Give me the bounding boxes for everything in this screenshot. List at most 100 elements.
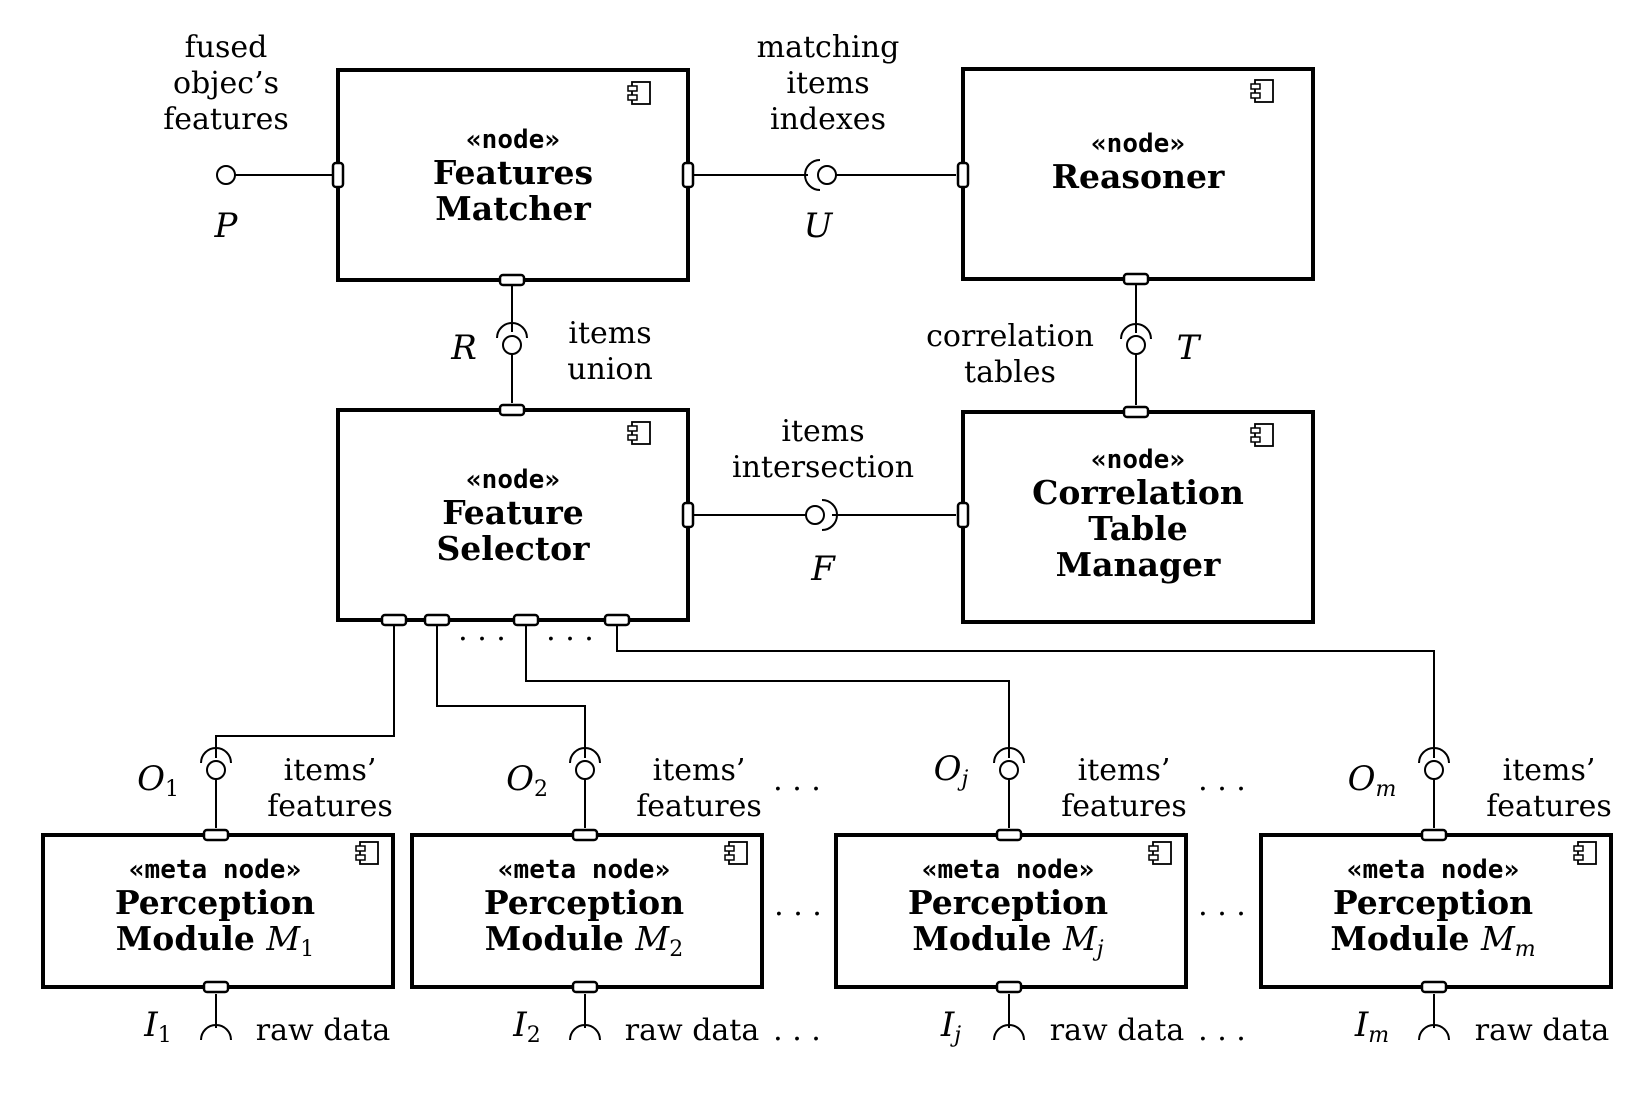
o2-label-1: items’: [653, 753, 746, 788]
port-selector-bottom-m: [603, 613, 631, 627]
interface-r-socket: [496, 322, 528, 339]
wire-o2: [436, 624, 586, 758]
node-feature-selector[interactable]: «node» Feature Selector: [336, 408, 690, 622]
o1-label-1: items’: [284, 753, 377, 788]
interface-f-socket: [821, 499, 838, 531]
module-m1-stereotype: «meta node»: [129, 855, 301, 885]
port-ctm-left: [956, 501, 970, 529]
wire-oj: [525, 624, 1010, 758]
wire-o1: [215, 624, 395, 758]
module-mj-name-2: Module Mj: [912, 919, 1103, 962]
features-matcher-stereotype: «node»: [466, 125, 560, 155]
port-mm-bottom: [1420, 980, 1448, 994]
port-selector-top: [498, 403, 526, 417]
component-icon: [355, 841, 379, 865]
port-m2-bottom: [571, 980, 599, 994]
t-label-1: correlation: [926, 319, 1094, 354]
port-ctm-top: [1122, 405, 1150, 419]
f-label-2: intersection: [732, 450, 914, 485]
oj-label-1: items’: [1078, 753, 1171, 788]
u-label-1: matching: [757, 30, 900, 65]
interface-om-ball: [1424, 760, 1444, 780]
component-icon: [724, 841, 748, 865]
node-correlation-table-manager[interactable]: «node» Correlation Table Manager: [961, 410, 1315, 624]
port-reasoner-left: [956, 161, 970, 189]
t-label-2: tables: [964, 355, 1056, 390]
feature-selector-name-2: Selector: [436, 529, 590, 568]
interface-i1-socket: [200, 1024, 232, 1041]
component-icon: [1573, 841, 1597, 865]
interface-r-ball: [502, 335, 522, 355]
module-m2[interactable]: «meta node» Perception Module M2: [410, 833, 764, 989]
t-symbol: T: [1177, 328, 1202, 368]
o-ellipsis-2: . . .: [1198, 763, 1246, 798]
module-ellipsis-2: . . .: [1198, 888, 1246, 923]
module-interface-labels: O1 items’ features O2 items’ features . …: [137, 749, 1612, 1048]
port-mj-top: [995, 828, 1023, 842]
port-matcher-right: [681, 161, 695, 189]
port-mj-bottom: [995, 980, 1023, 994]
port-mm-top: [1420, 828, 1448, 842]
reasoner-name: Reasoner: [1052, 157, 1225, 196]
om-label-1: items’: [1503, 753, 1596, 788]
module-mm-name-1: Perception: [1333, 883, 1533, 922]
om-symbol: Om: [1348, 759, 1397, 802]
interface-om-socket: [1418, 747, 1450, 764]
im-label: raw data: [1475, 1013, 1610, 1048]
selector-ports-ellipsis-1: . . .: [458, 613, 506, 648]
port-selector-right: [681, 501, 695, 529]
port-m1-top: [202, 828, 230, 842]
interface-oj-socket: [993, 747, 1025, 764]
correlation-table-manager-name-3: Manager: [1056, 545, 1221, 584]
ports: [202, 161, 1448, 994]
oj-symbol: Oj: [934, 749, 969, 792]
interface-ij-socket: [993, 1024, 1025, 1041]
module-m1[interactable]: «meta node» Perception Module M1: [41, 833, 395, 989]
port-selector-bottom-1: [380, 613, 408, 627]
correlation-table-manager-box: [961, 410, 1315, 624]
feature-selector-box: [336, 408, 690, 622]
interface-i2-socket: [569, 1024, 601, 1041]
om-label-2: features: [1486, 789, 1612, 824]
correlation-table-manager-name-2: Table: [1088, 509, 1187, 548]
module-mj-box: [834, 833, 1188, 989]
o-ellipsis-1: . . .: [773, 763, 821, 798]
port-m2-top: [571, 828, 599, 842]
interface-o1-ball: [206, 760, 226, 780]
port-m1-bottom: [202, 980, 230, 994]
module-mj[interactable]: «meta node» Perception Module Mj: [834, 833, 1188, 989]
feature-selector-name-1: Feature: [442, 493, 584, 532]
features-matcher-name-2: Matcher: [435, 189, 591, 228]
interface-oj-ball: [999, 760, 1019, 780]
p-symbol: P: [214, 206, 239, 246]
port-matcher-left: [331, 161, 345, 189]
reasoner-box: [961, 67, 1315, 281]
node-features-matcher[interactable]: «node» Features Matcher: [336, 68, 690, 282]
selector-ports-ellipsis-2: . . .: [546, 613, 594, 648]
reasoner-stereotype: «node»: [1091, 129, 1185, 159]
port-selector-bottom-2: [423, 613, 451, 627]
i-ellipsis-2: . . .: [1198, 1013, 1246, 1048]
module-mm[interactable]: «meta node» Perception Module Mm: [1259, 833, 1613, 989]
node-reasoner[interactable]: «node» Reasoner: [961, 67, 1315, 281]
wire-om: [616, 624, 1435, 758]
correlation-table-manager-name-1: Correlation: [1032, 473, 1244, 512]
interface-t-socket: [1120, 323, 1152, 340]
o2-label-2: features: [636, 789, 762, 824]
module-m2-name-1: Perception: [484, 883, 684, 922]
im-symbol: Im: [1354, 1005, 1389, 1048]
i1-label: raw data: [256, 1013, 391, 1048]
ij-symbol: Ij: [940, 1005, 961, 1048]
component-icon: [627, 421, 651, 445]
module-m2-name-2: Module M2: [485, 919, 683, 962]
module-m1-name-2: Module M1: [116, 919, 314, 962]
p-label-3: features: [163, 102, 289, 137]
interface-f-ball: [805, 505, 825, 525]
u-symbol: U: [804, 206, 834, 246]
u-label-3: indexes: [770, 102, 886, 137]
p-label-1: fused: [185, 30, 268, 65]
i1-symbol: I1: [143, 1005, 171, 1048]
interface-u-socket: [804, 159, 821, 191]
interface-o2-ball: [575, 760, 595, 780]
module-mj-name-1: Perception: [908, 883, 1108, 922]
